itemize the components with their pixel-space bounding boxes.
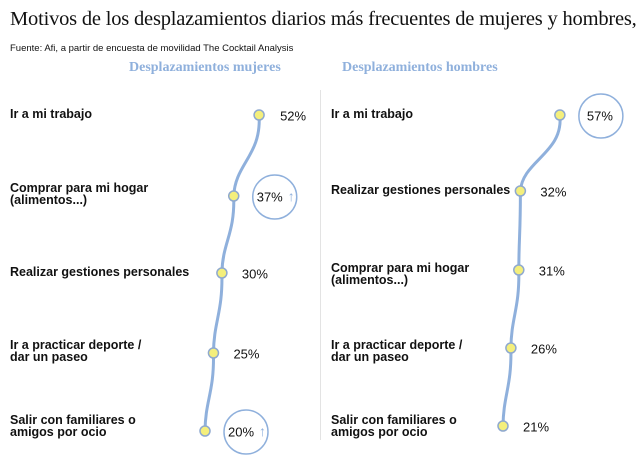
category-label: Ir a practicar deporte / dar un paseo <box>10 338 142 364</box>
data-point <box>199 425 211 437</box>
highlight-circle <box>223 409 269 455</box>
data-label: 20% <box>228 424 255 440</box>
data-point <box>207 347 220 359</box>
data-point <box>216 267 228 279</box>
panel-title-men: Desplazamientos hombres <box>342 60 498 75</box>
category-label: Realizar gestiones personales <box>10 265 190 279</box>
data-label: 26% <box>530 341 557 357</box>
category-label: Ir a mi trabajo <box>331 107 413 121</box>
data-label: 30% <box>241 266 268 282</box>
data-point <box>505 342 517 354</box>
category-label: Comprar para mi hogar (alimentos...) <box>10 181 149 207</box>
category-label: Ir a mi trabajo <box>10 107 92 121</box>
data-label: 21% <box>523 419 550 435</box>
data-point <box>514 185 527 197</box>
data-label: 57% <box>586 108 613 124</box>
data-point <box>253 109 265 121</box>
highlight-circle <box>578 93 624 139</box>
chart-title: Motivos de los desplazamientos diarios m… <box>10 8 640 30</box>
data-label: 52% <box>280 108 307 124</box>
data-label: 31% <box>538 263 565 279</box>
data-point <box>227 190 240 202</box>
data-point <box>513 264 525 276</box>
category-label: Salir con familiares o amigos por ocio <box>10 413 136 439</box>
arrow-up-icon: ↑ <box>259 423 266 439</box>
category-label: Realizar gestiones personales <box>331 183 511 197</box>
category-label: Comprar para mi hogar (alimentos...) <box>331 261 470 287</box>
panel-title-women: Desplazamientos mujeres <box>129 60 281 75</box>
source-note: Fuente: Afi, a partir de encuesta de mov… <box>10 43 294 54</box>
category-label: Salir con familiares o amigos por ocio <box>331 413 457 439</box>
divider <box>320 90 321 440</box>
highlight-circle <box>251 174 298 220</box>
data-label: 32% <box>540 184 567 200</box>
data-label: 25% <box>233 346 260 362</box>
data-point <box>554 109 566 121</box>
category-label: Ir a practicar deporte / dar un paseo <box>331 338 463 364</box>
arrow-up-icon: ↑ <box>287 188 295 204</box>
data-point <box>497 420 509 432</box>
data-label: 37% <box>256 189 283 205</box>
